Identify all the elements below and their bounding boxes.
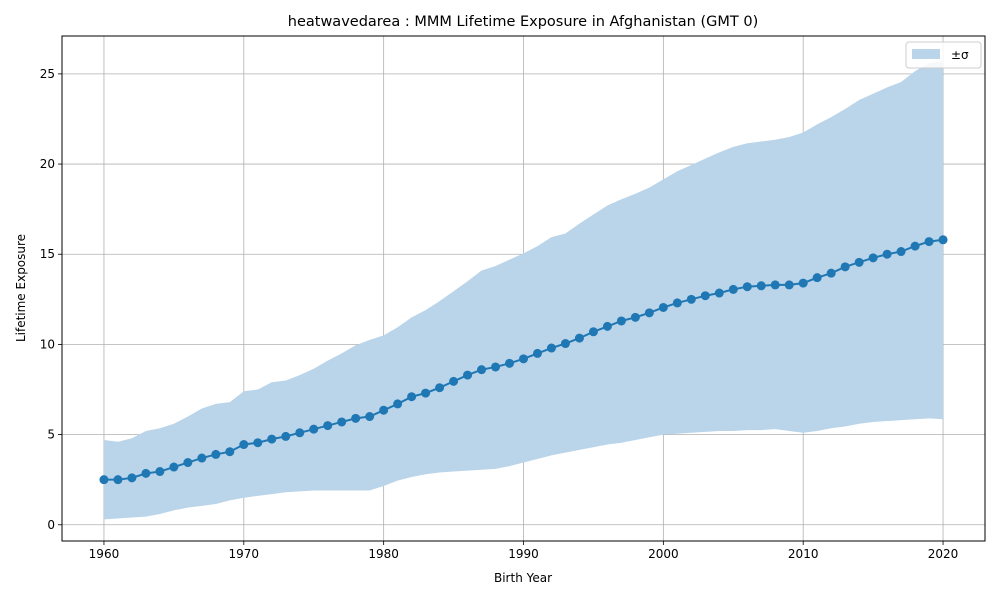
mean-point — [560, 339, 570, 349]
mean-point — [742, 282, 752, 292]
mean-point — [225, 447, 235, 457]
y-axis-ticks: 0 5 10 15 20 25 — [40, 67, 62, 532]
mean-point — [379, 405, 389, 415]
mean-point — [938, 235, 948, 245]
mean-point — [393, 399, 403, 409]
x-tick-label: 2020 — [928, 547, 959, 561]
mean-point — [407, 392, 417, 402]
mean-point — [854, 257, 864, 267]
mean-point — [365, 412, 375, 422]
mean-point — [281, 431, 291, 441]
mean-point — [700, 291, 710, 301]
legend-label: ±σ — [951, 48, 969, 62]
x-tick-label: 1970 — [229, 547, 260, 561]
mean-point — [141, 468, 151, 478]
x-tick-label: 1980 — [368, 547, 399, 561]
mean-point — [505, 358, 515, 368]
y-tick-label: 0 — [47, 518, 55, 532]
mean-point — [169, 462, 179, 472]
mean-point — [602, 321, 612, 331]
mean-point — [644, 308, 654, 318]
y-tick-label: 20 — [40, 157, 55, 171]
mean-point — [770, 280, 780, 290]
mean-point — [714, 288, 724, 298]
x-tick-label: 1990 — [508, 547, 539, 561]
mean-point — [630, 312, 640, 322]
mean-point — [784, 280, 794, 290]
mean-point — [309, 424, 319, 434]
mean-point — [728, 284, 738, 294]
mean-point — [532, 348, 542, 358]
mean-point — [449, 376, 459, 386]
mean-point — [910, 241, 920, 251]
mean-point — [127, 473, 137, 483]
mean-point — [351, 413, 361, 423]
mean-point — [798, 278, 808, 288]
x-axis-label: Birth Year — [494, 571, 552, 585]
x-tick-label: 1960 — [89, 547, 120, 561]
legend-box — [905, 41, 982, 69]
mean-point — [155, 467, 165, 477]
mean-point — [546, 343, 556, 353]
mean-point — [421, 388, 431, 398]
mean-point — [519, 354, 528, 364]
mean-point — [477, 365, 487, 375]
mean-point — [574, 333, 584, 343]
mean-point — [756, 281, 766, 291]
mean-point — [211, 449, 221, 459]
mean-point — [463, 370, 473, 380]
x-tick-label: 2010 — [788, 547, 819, 561]
mean-point — [812, 273, 822, 283]
mean-point — [491, 362, 501, 372]
mean-point — [672, 298, 682, 308]
sigma-band — [103, 61, 944, 520]
mean-point — [686, 294, 696, 304]
mean-point — [267, 434, 277, 444]
x-axis-ticks: 1960 1970 1980 1990 2000 2010 2020 — [89, 541, 959, 561]
mean-point — [183, 458, 193, 468]
mean-point — [337, 417, 347, 427]
mean-point — [197, 453, 207, 463]
mean-point — [924, 237, 934, 247]
mean-point — [323, 421, 333, 431]
sigma-band-area — [103, 61, 944, 520]
y-tick-label: 15 — [40, 247, 55, 261]
mean-point — [658, 302, 668, 312]
mean-point — [588, 327, 598, 337]
mean-point — [868, 253, 878, 263]
mean-point — [435, 383, 445, 393]
y-tick-label: 5 — [47, 428, 55, 442]
mean-point — [826, 268, 836, 278]
mean-point — [882, 249, 892, 259]
mean-point — [896, 247, 906, 257]
legend-swatch — [912, 49, 940, 59]
x-tick-label: 2000 — [648, 547, 679, 561]
y-axis-label: Lifetime Exposure — [14, 234, 28, 342]
mean-point — [113, 475, 123, 485]
mean-point — [840, 262, 850, 272]
mean-point — [239, 440, 249, 450]
chart-title: heatwavedarea : MMM Lifetime Exposure in… — [288, 14, 758, 30]
mean-points — [99, 235, 948, 485]
legend: ±σ — [905, 41, 982, 69]
mean-point — [616, 316, 626, 326]
mean-point — [99, 475, 109, 485]
y-tick-label: 25 — [40, 67, 55, 81]
mean-point — [253, 438, 263, 448]
y-tick-label: 10 — [40, 337, 55, 351]
mean-point — [295, 428, 305, 438]
